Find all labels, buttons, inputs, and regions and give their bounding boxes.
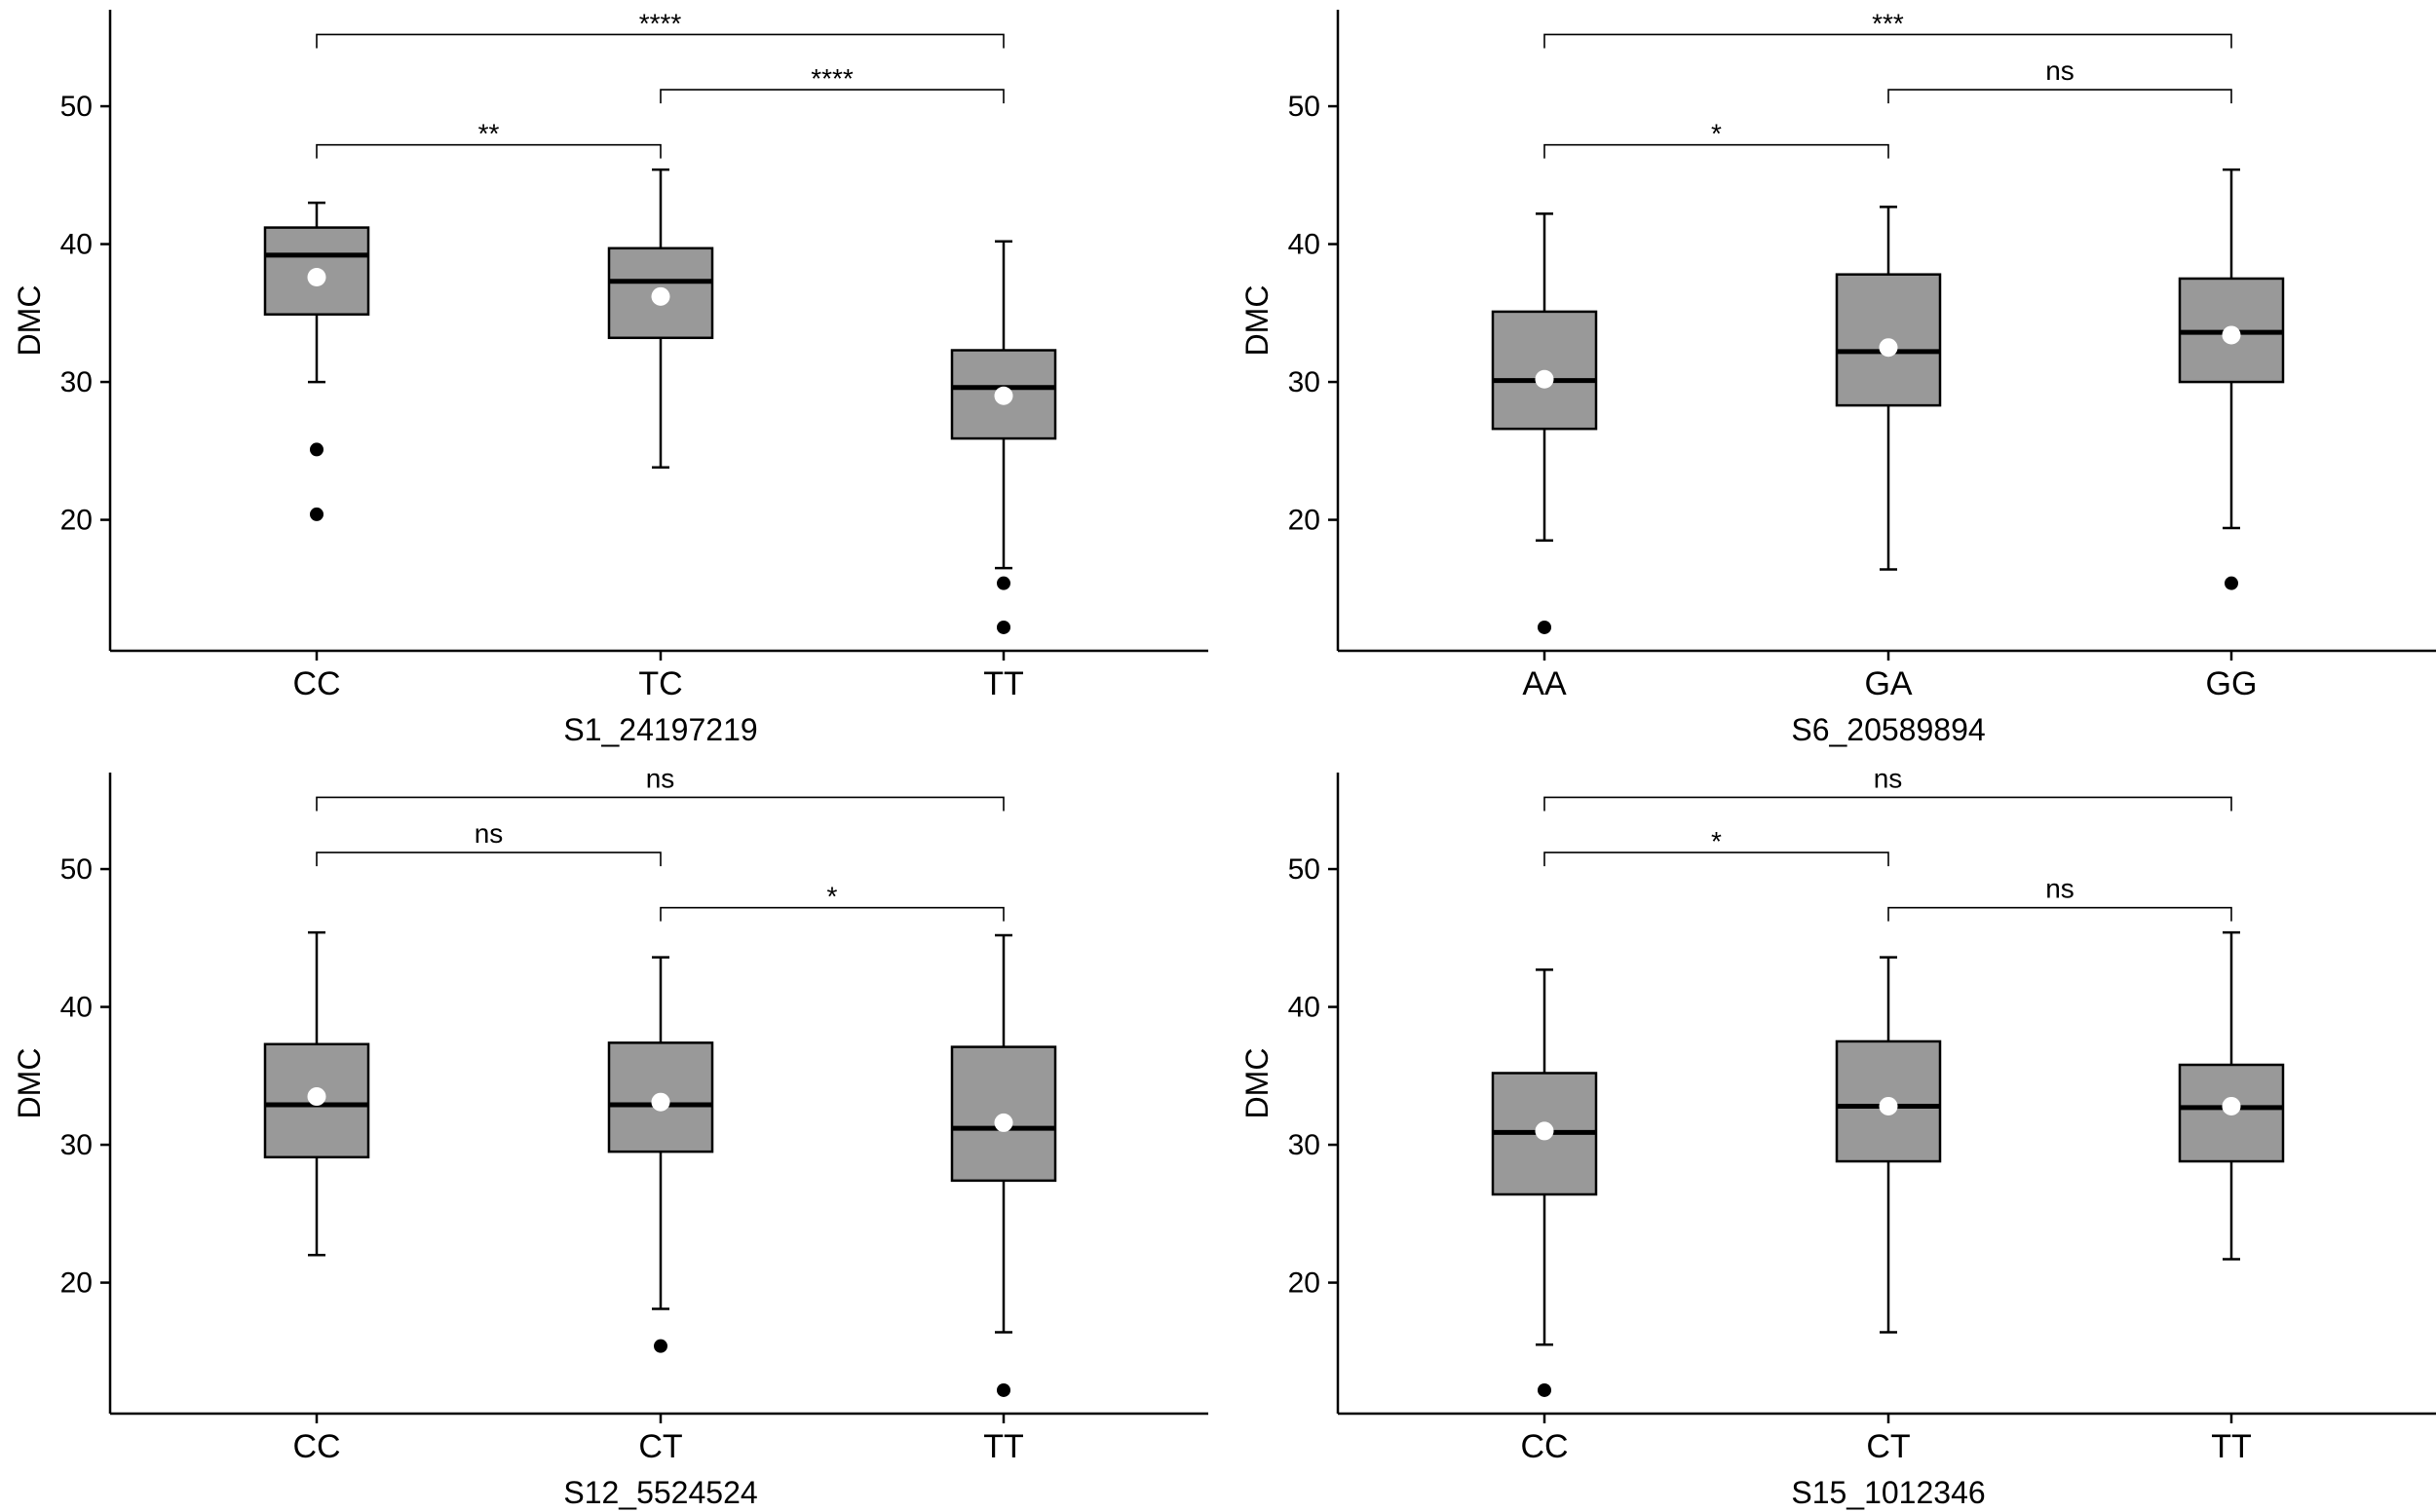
significance-label: ns — [1874, 763, 1903, 793]
significance-label: * — [1711, 119, 1722, 149]
mean-point — [651, 1092, 670, 1112]
x-tick-label: TT — [2211, 1428, 2252, 1465]
x-axis-title: S12_5524524 — [563, 1475, 757, 1510]
significance-bracket — [1543, 143, 1889, 159]
x-tick-label: TT — [983, 1428, 1024, 1465]
y-tick-label: 50 — [1288, 853, 1320, 886]
mean-point — [1535, 1121, 1554, 1141]
y-tick-label: 30 — [60, 1129, 93, 1161]
significance-bracket — [1543, 851, 1889, 867]
outlier-point — [1538, 620, 1551, 634]
x-axis-title: S15_1012346 — [1791, 1475, 1985, 1510]
significance-label: **** — [811, 63, 854, 94]
significance-bracket — [1543, 796, 2232, 812]
x-tick-label: TC — [638, 665, 682, 702]
mean-point — [307, 268, 326, 287]
significance-bracket — [316, 796, 1005, 812]
y-tick-label: 20 — [60, 505, 93, 537]
y-tick-label: 30 — [1288, 1129, 1320, 1161]
x-tick-label: CC — [1520, 1428, 1568, 1465]
mean-point — [651, 286, 670, 306]
mean-point — [2222, 1096, 2241, 1115]
significance-label: ** — [478, 119, 500, 149]
box-tt — [2178, 1063, 2285, 1163]
significance-bracket — [1543, 33, 2232, 49]
y-tick-label: 40 — [60, 229, 93, 261]
outlier-point — [1538, 1382, 1551, 1397]
significance-label: **** — [639, 8, 682, 38]
significance-bracket — [316, 143, 662, 159]
y-tick-label: 40 — [1288, 229, 1320, 261]
y-tick-label: 50 — [60, 91, 93, 123]
mean-point — [1879, 1096, 1898, 1115]
panel-bottom-left: 20 30 40 50 DMC CC CT TT S12_5524524 ns ns * — [12, 763, 1208, 1510]
mean-point — [1879, 338, 1898, 358]
y-tick-label: 40 — [60, 992, 93, 1024]
x-axis-title: S1_24197219 — [563, 712, 757, 747]
significance-label: ns — [646, 763, 675, 793]
panel-bottom-right: 20 30 40 50 DMC CC CT TT S15_1012346 ns * ns — [1239, 763, 2436, 1510]
y-tick-label: 50 — [60, 853, 93, 886]
y-tick-label: 20 — [60, 1267, 93, 1300]
significance-bracket — [316, 33, 1005, 49]
outlier-point — [997, 1382, 1010, 1397]
significance-bracket — [1887, 906, 2232, 922]
outlier-point — [310, 507, 324, 521]
mean-point — [307, 1087, 326, 1107]
outlier-point — [654, 1339, 667, 1353]
significance-label: * — [1711, 826, 1722, 856]
x-tick-label: CT — [638, 1428, 682, 1465]
y-tick-label: 30 — [60, 366, 93, 398]
significance-bracket — [316, 851, 662, 867]
significance-bracket — [660, 906, 1005, 922]
y-axis-title: DMC — [1239, 1048, 1275, 1119]
x-tick-label: GG — [2206, 665, 2258, 702]
outlier-point — [997, 620, 1010, 634]
y-tick-label: 50 — [1288, 91, 1320, 123]
mean-point — [994, 386, 1013, 405]
outlier-point — [2225, 576, 2238, 590]
significance-label: ns — [475, 818, 504, 849]
significance-label: ns — [2045, 56, 2074, 86]
y-tick-label: 20 — [1288, 1267, 1320, 1300]
x-tick-label: CC — [292, 665, 340, 702]
mean-point — [994, 1113, 1013, 1132]
significance-label: * — [827, 882, 838, 912]
outlier-point — [310, 442, 324, 457]
x-tick-label: TT — [983, 665, 1024, 702]
significance-bracket — [1887, 89, 2232, 104]
y-axis-title: DMC — [12, 1048, 47, 1119]
y-tick-label: 20 — [1288, 505, 1320, 537]
y-tick-label: 40 — [1288, 992, 1320, 1024]
y-axis-title: DMC — [12, 285, 47, 357]
x-tick-label: CC — [292, 1428, 340, 1465]
x-tick-label: CT — [1866, 1428, 1910, 1465]
mean-point — [2222, 325, 2241, 345]
x-tick-label: GA — [1864, 665, 1912, 702]
outlier-point — [997, 576, 1010, 590]
mean-point — [1535, 369, 1554, 389]
y-tick-label: 30 — [1288, 366, 1320, 398]
x-tick-label: AA — [1522, 665, 1567, 702]
significance-bracket — [660, 89, 1005, 104]
significance-label: *** — [1872, 8, 1904, 38]
x-axis-title: S6_20589894 — [1791, 712, 1985, 747]
significance-label: ns — [2045, 874, 2074, 904]
panel-top-right: 20 30 40 50 DMC AA GA GG S6_20589894 *** ns * — [1239, 8, 2436, 747]
y-axis-title: DMC — [1239, 285, 1275, 357]
